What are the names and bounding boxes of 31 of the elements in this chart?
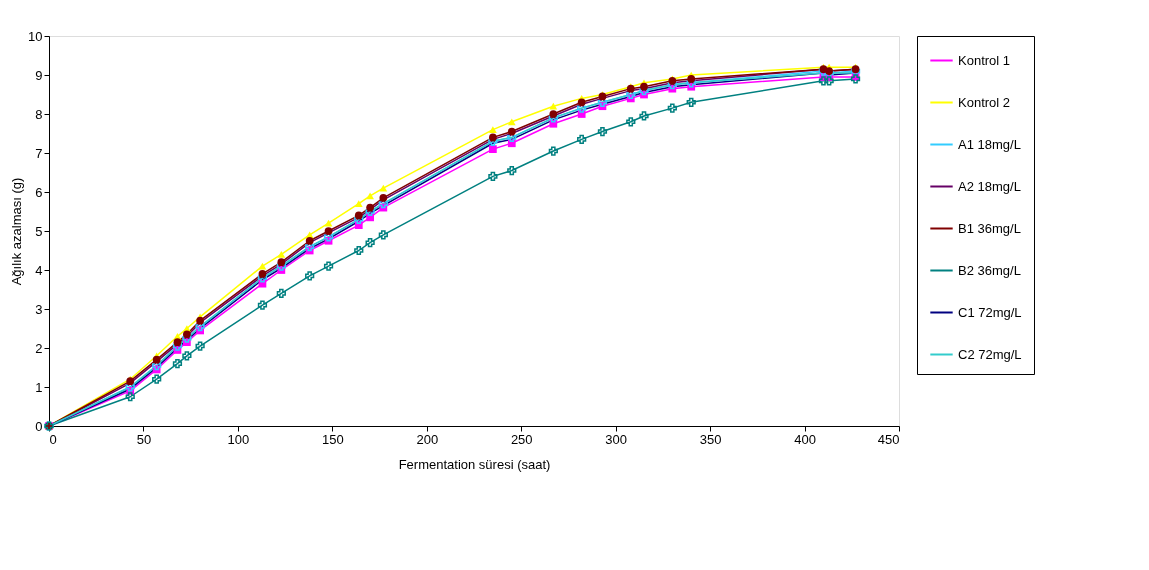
legend-label: B2 36mg/L (958, 262, 1021, 278)
y-tick-label: 9 (35, 67, 43, 83)
legend-label: Kontrol 1 (958, 52, 1011, 68)
y-tick-label: 1 (35, 379, 43, 395)
x-tick-label: 300 (605, 431, 628, 447)
legend-label: C1 72mg/L (958, 304, 1022, 320)
y-tick-label: 5 (35, 223, 43, 239)
legend-label: A1 18mg/L (958, 136, 1021, 152)
legend-label: Kontrol 2 (958, 94, 1011, 110)
x-tick-label: 350 (699, 431, 722, 447)
y-tick-label: 3 (35, 301, 43, 317)
y-tick-label: 2 (35, 340, 43, 356)
y-tick-label: 10 (28, 28, 43, 44)
x-tick-label: 150 (321, 431, 344, 447)
y-axis-title: Ağılık azalması (g) (9, 177, 25, 286)
legend-label: B1 36mg/L (958, 220, 1021, 236)
y-tick-label: 6 (35, 184, 43, 200)
x-tick-label: 450 (877, 431, 900, 447)
x-tick-label: 0 (49, 431, 57, 447)
x-tick-label: 250 (510, 431, 533, 447)
x-tick-label: 200 (416, 431, 439, 447)
legend-label: C2 72mg/L (958, 346, 1022, 362)
legend-label: A2 18mg/L (958, 178, 1021, 194)
y-tick-label: 4 (35, 262, 43, 278)
x-tick-label: 100 (227, 431, 250, 447)
x-tick-label: 50 (136, 431, 152, 447)
y-tick-label: 0 (35, 418, 43, 434)
x-axis-title: Fermentation süresi (saat) (398, 456, 551, 472)
x-tick-label: 400 (794, 431, 816, 447)
y-tick-label: 8 (35, 106, 43, 122)
y-tick-label: 7 (35, 145, 43, 161)
